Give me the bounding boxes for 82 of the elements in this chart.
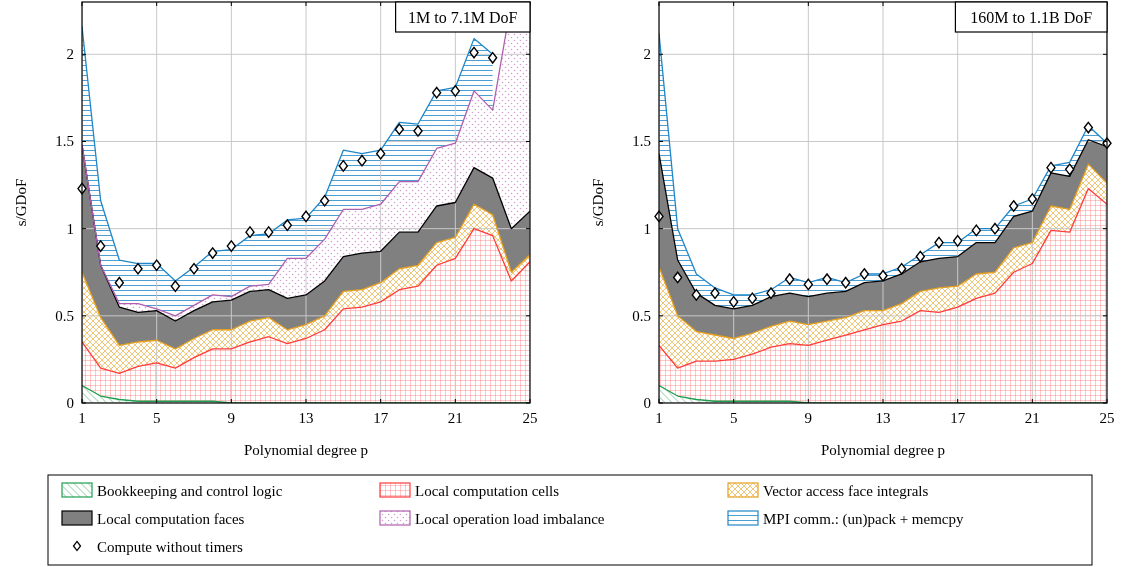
- point: [95, 240, 106, 252]
- y-tick-label: 0.5: [55, 307, 74, 324]
- point: [413, 125, 423, 137]
- point: [338, 159, 349, 172]
- point: [245, 226, 255, 239]
- point: [114, 276, 125, 289]
- y-axis-title: s/GDoF: [590, 178, 606, 227]
- annotation: 160M to 1.1B DoF: [970, 9, 1093, 26]
- point: [990, 222, 1000, 235]
- point: [357, 154, 367, 167]
- point: [1083, 121, 1094, 134]
- point: [133, 262, 143, 275]
- point: [766, 287, 776, 300]
- point: [952, 234, 963, 247]
- y-tick-label: 2: [643, 46, 651, 63]
- legend-label: Bookkeeping and control logic: [97, 483, 283, 499]
- point: [151, 259, 162, 272]
- x-tick-label: 17: [950, 410, 966, 426]
- point: [803, 278, 814, 291]
- point: [375, 147, 386, 160]
- point: [431, 86, 442, 99]
- point: [319, 194, 330, 207]
- point: [487, 51, 498, 64]
- point: [1046, 161, 1056, 174]
- x-tick-label: 1: [655, 410, 663, 426]
- annotation: 1M to 7.1M DoF: [408, 9, 518, 26]
- point: [840, 276, 851, 289]
- point: [822, 273, 832, 286]
- legend-label: Vector access face integrals: [763, 483, 929, 499]
- legend-label: Compute without timers: [97, 539, 243, 555]
- point: [469, 46, 479, 59]
- x-tick-label: 21: [447, 410, 463, 426]
- x-tick-label: 21: [1024, 410, 1040, 426]
- y-tick-label: 0: [66, 395, 74, 411]
- point: [934, 236, 944, 249]
- y-tick-label: 2: [66, 46, 74, 63]
- point: [263, 226, 274, 239]
- y-tick-label: 1.5: [55, 133, 74, 150]
- point: [710, 287, 720, 300]
- x-axis-title: Polynomial degree p: [820, 442, 946, 458]
- y-axis-title: s/GDoF: [13, 178, 29, 227]
- point: [691, 289, 702, 301]
- y-tick-label: 1.5: [632, 133, 651, 150]
- x-tick-label: 13: [298, 410, 314, 426]
- x-axis-title: Polynomial degree p: [243, 442, 369, 458]
- point: [915, 250, 926, 263]
- y-tick-label: 1: [643, 220, 651, 237]
- point: [672, 271, 683, 284]
- y-tick-label: 0: [643, 395, 651, 411]
- x-tick-label: 5: [729, 410, 738, 426]
- point: [971, 224, 982, 237]
- point: [747, 292, 758, 305]
- x-tick-label: 1: [78, 410, 86, 426]
- point: [1027, 193, 1038, 205]
- point: [728, 295, 739, 308]
- point: [878, 269, 888, 282]
- point: [450, 85, 461, 97]
- x-tick-label: 13: [875, 410, 891, 426]
- x-tick-label: 25: [1099, 410, 1115, 426]
- x-tick-label: 5: [152, 410, 161, 426]
- point: [1064, 163, 1075, 176]
- legend-label: Local computation faces: [97, 511, 245, 527]
- y-tick-label: 0.5: [632, 307, 651, 324]
- x-tick-label: 9: [227, 410, 236, 426]
- point: [170, 280, 181, 293]
- x-tick-label: 17: [373, 410, 389, 426]
- point: [896, 262, 907, 275]
- point: [189, 262, 199, 275]
- y-tick-label: 1: [66, 220, 74, 237]
- legend-label: Local computation cells: [415, 483, 560, 499]
- x-tick-label: 25: [522, 410, 538, 426]
- point: [282, 219, 293, 232]
- point: [301, 210, 311, 223]
- point: [394, 123, 405, 136]
- point: [207, 247, 218, 259]
- x-tick-label: 9: [804, 410, 813, 426]
- point: [1008, 200, 1019, 212]
- point: [226, 240, 237, 252]
- point: [859, 268, 870, 280]
- legend-label: MPI comm.: (un)pack + memcpy: [763, 511, 964, 528]
- legend-label: Local operation load imbalance: [415, 511, 605, 527]
- point: [784, 273, 795, 286]
